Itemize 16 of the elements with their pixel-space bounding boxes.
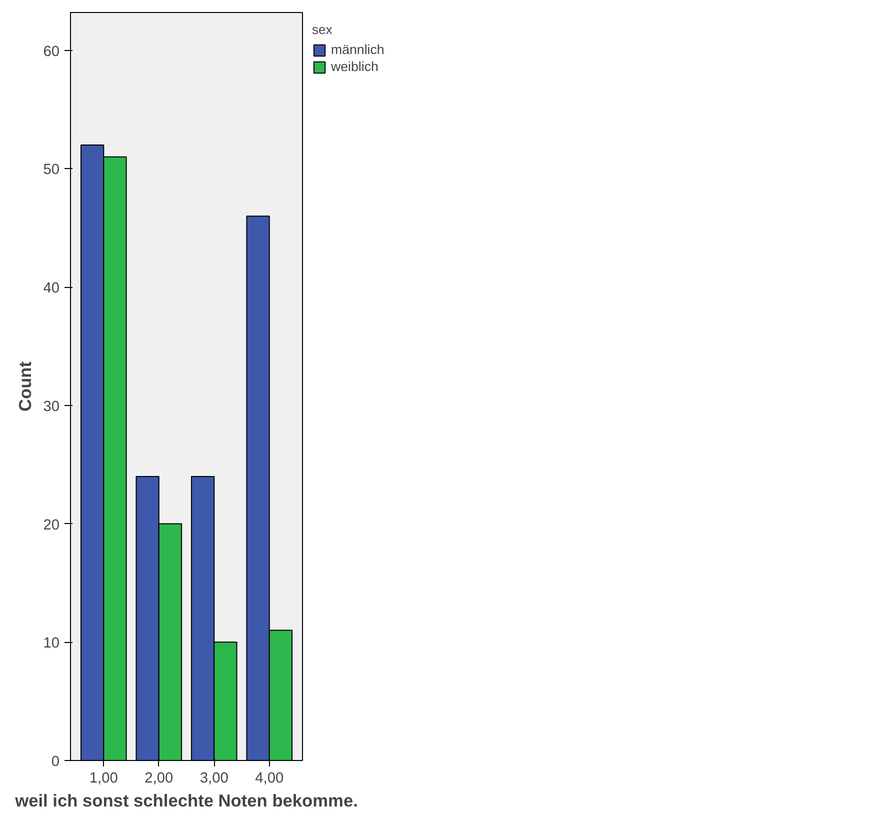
x-tick-label: 1,00 — [89, 770, 118, 786]
x-axis-title: weil ich sonst schlechte Noten bekomme. — [14, 790, 358, 810]
y-tick-label: 30 — [43, 398, 60, 415]
x-tick-label: 3,00 — [200, 770, 228, 786]
y-tick-label: 20 — [43, 517, 60, 534]
x-tick-label: 4,00 — [255, 770, 284, 786]
y-tick-label: 40 — [43, 280, 60, 297]
y-axis-title: Count — [15, 361, 36, 412]
y-tick-label: 60 — [43, 44, 60, 60]
y-tick-label: 10 — [43, 636, 60, 652]
y-tick-label: 0 — [51, 754, 60, 770]
y-tick-label: 50 — [43, 162, 60, 178]
legend-label: weiblich — [331, 59, 378, 74]
legend-title: sex — [312, 22, 334, 37]
legend-label: männlich — [331, 42, 384, 57]
x-tick-label: 2,00 — [144, 770, 174, 786]
